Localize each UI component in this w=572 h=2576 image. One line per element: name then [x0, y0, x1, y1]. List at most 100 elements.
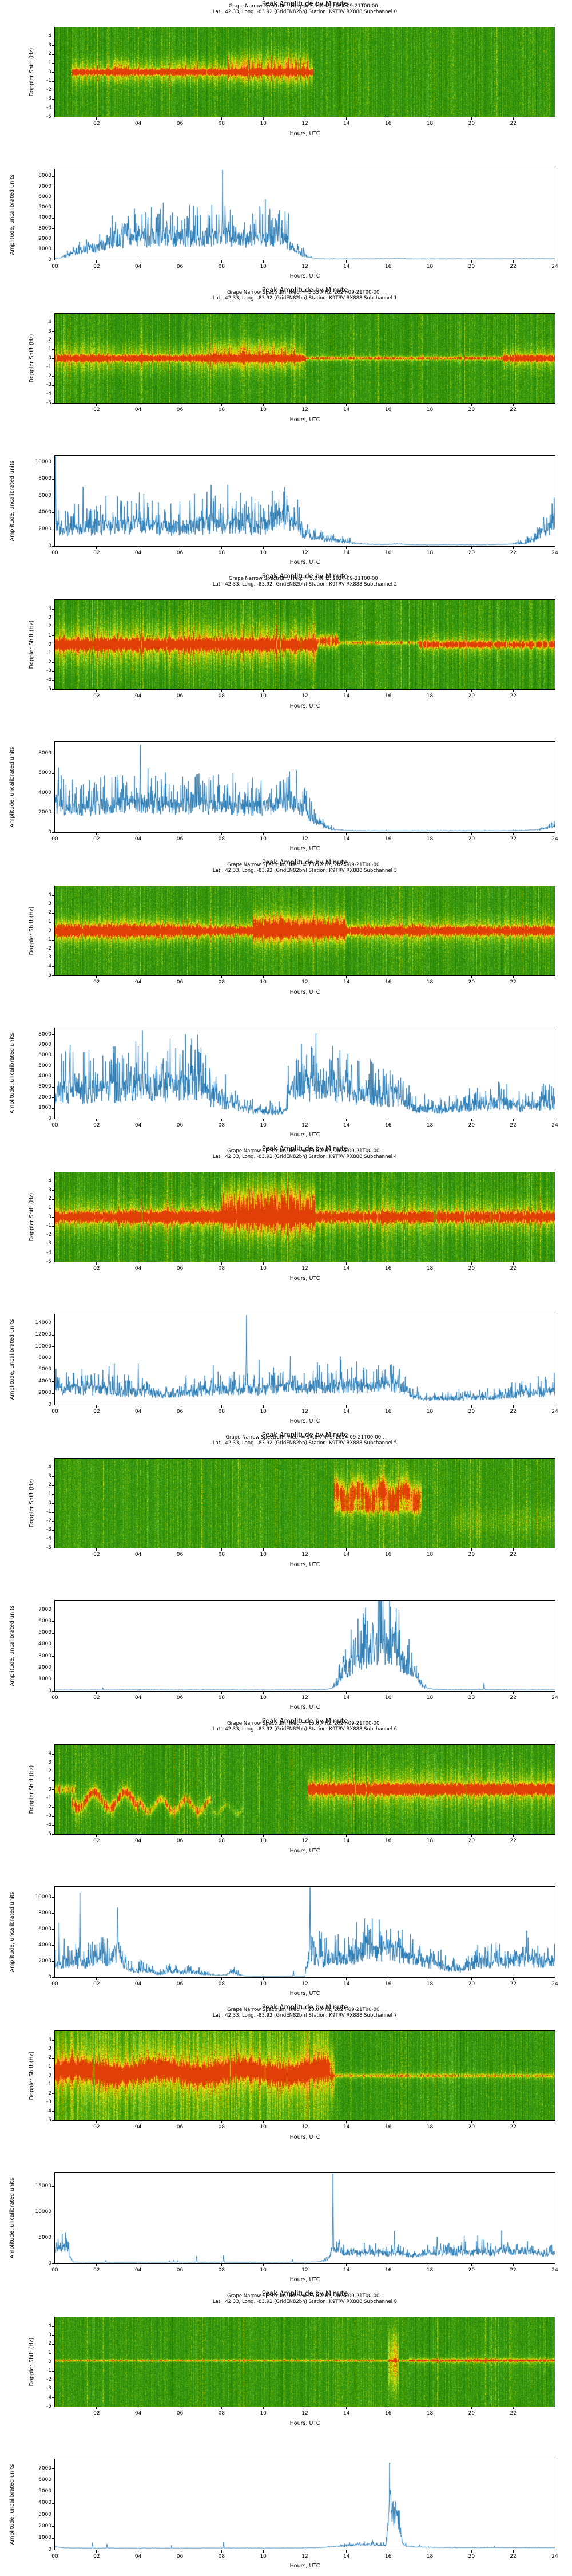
amp-x-tick-label: 08 [218, 1695, 225, 1701]
amp-x-tick-label: 00 [51, 2554, 58, 2559]
amp-x-tick-label: 04 [134, 1695, 142, 1701]
amp-x-tick-label: 20 [468, 550, 475, 556]
amp-x-tick-label: 20 [468, 1123, 475, 1128]
amp-x-tick-label: 22 [510, 550, 517, 556]
amp-y-tick-label: 4000 [38, 1378, 51, 1384]
spec-y-tick-label: -3 [46, 382, 51, 388]
amp-x-tickmark [471, 1978, 472, 1980]
spec-y-tick-label: -5 [46, 400, 51, 406]
amp-y-tick-label: 2000 [38, 526, 51, 532]
spec-x-tickmark [346, 1835, 347, 1837]
amp-y-tick-label: 2000 [38, 1390, 51, 1396]
spec-x-tickmark [263, 2121, 264, 2123]
spec-y-tick-label: -2 [46, 1804, 51, 1810]
amplitude-title: Peak Amplitude by Minute [261, 2003, 348, 2011]
spectrogram-title-line1: Grape Narrow Spectrum, Freq. = 7.85 MHz,… [227, 862, 383, 868]
amplitude-line-chart [55, 1887, 555, 1977]
spec-y-tickmark [52, 662, 54, 663]
spec-y-tick-label: 4 [48, 892, 51, 898]
frequency-panel-5-0-mhz: Grape Narrow Spectrum, Freq. = 5.0 MHz, … [0, 572, 572, 859]
spec-x-tick-label: 18 [426, 979, 434, 985]
amp-y-tick-label: 4000 [38, 2500, 51, 2506]
amp-x-tick-label: 08 [218, 550, 225, 556]
amp-x-tick-label: 10 [260, 836, 267, 842]
amp-x-tick-label: 10 [260, 2554, 267, 2559]
spec-x-tick-label: 22 [510, 407, 517, 413]
amp-x-tick-label: 20 [468, 836, 475, 842]
spectrogram-xlabel: Hours, UTC [289, 1562, 320, 1568]
amp-x-tick-label: 02 [93, 264, 100, 270]
spec-y-tick-label: -1 [46, 364, 51, 370]
spec-x-tick-label: 04 [134, 1552, 142, 1558]
amp-x-tickmark [96, 1119, 97, 1121]
amp-x-tick-label: 12 [301, 1409, 308, 1415]
spec-x-tick-label: 02 [93, 2124, 100, 2130]
amplitude-plot [54, 169, 555, 260]
amp-x-tick-label: 20 [468, 1409, 475, 1415]
amp-x-tickmark [346, 1405, 347, 1408]
amp-x-tick-label: 20 [468, 2554, 475, 2559]
spec-x-tickmark [471, 1548, 472, 1551]
spec-x-tickmark [346, 117, 347, 120]
spec-x-tick-label: 18 [426, 1552, 434, 1558]
spec-x-tick-label: 14 [343, 1838, 350, 1844]
spec-x-tickmark [221, 690, 222, 692]
amp-y-tickmark [52, 1381, 54, 1382]
amp-x-tickmark [513, 833, 514, 835]
amp-x-tick-label: 14 [343, 264, 350, 270]
spec-y-tick-label: -4 [46, 1249, 51, 1255]
spectrogram-heatmap [55, 2031, 555, 2120]
spec-x-tickmark [263, 690, 264, 692]
amp-x-tick-label: 06 [176, 2554, 184, 2559]
amp-x-tick-label: 22 [510, 264, 517, 270]
amp-x-tick-label: 24 [551, 2554, 558, 2559]
amp-y-tick-label: 2000 [38, 809, 51, 816]
amp-x-tick-label: 02 [93, 1695, 100, 1701]
amp-x-tickmark [96, 260, 97, 263]
amp-x-tick-label: 10 [260, 1409, 267, 1415]
spectrogram-plot [54, 313, 555, 404]
amp-x-tick-label: 04 [134, 2554, 142, 2559]
spec-x-tick-label: 14 [343, 407, 350, 413]
spec-x-tickmark [263, 1835, 264, 1837]
amp-x-tick-label: 20 [468, 264, 475, 270]
spec-y-tick-label: 3 [48, 1187, 51, 1193]
spec-y-tick-label: -2 [46, 373, 51, 379]
amplitude-plot [54, 1600, 555, 1692]
spectrogram-plot [54, 2030, 555, 2121]
spec-y-tickmark [52, 680, 54, 681]
spec-y-tickmark [52, 2335, 54, 2336]
amp-y-tick-label: 1000 [38, 1105, 51, 1111]
amp-x-tick-label: 10 [260, 2267, 267, 2273]
spec-x-tickmark [221, 1262, 222, 1265]
amp-x-tick-label: 16 [384, 1981, 392, 1987]
amplitude-title: Peak Amplitude by Minute [261, 2289, 348, 2297]
spec-y-tickmark [52, 1780, 54, 1781]
amp-x-tickmark [263, 1978, 264, 1980]
spectrogram-heatmap [55, 1745, 555, 1834]
spec-y-tickmark [52, 63, 54, 64]
spectrogram-title-line2: Lat. 42.33, Long. -83.92 (GridEN82bh) St… [212, 295, 398, 301]
spec-x-tick-label: 22 [510, 979, 517, 985]
amp-x-tickmark [471, 1405, 472, 1408]
spec-y-tick-label: -3 [46, 2385, 51, 2392]
amp-y-tick-label: 2000 [38, 235, 51, 242]
spec-x-tick-label: 22 [510, 1552, 517, 1558]
amp-y-tick-label: 6000 [38, 2476, 51, 2483]
amp-x-tick-label: 02 [93, 550, 100, 556]
spec-x-tick-label: 02 [93, 2411, 100, 2416]
spec-y-tick-label: 4 [48, 1464, 51, 1471]
amp-x-tickmark [513, 2264, 514, 2266]
spec-y-tick-label: -4 [46, 104, 51, 110]
spec-y-tickmark [52, 2111, 54, 2112]
amp-x-tick-label: 00 [51, 550, 58, 556]
spec-y-tick-label: 1 [48, 1491, 51, 1497]
amp-y-tickmark [52, 2263, 54, 2264]
amp-x-tickmark [346, 2550, 347, 2553]
amp-x-tick-label: 18 [426, 1409, 434, 1415]
amp-x-tick-label: 16 [384, 1695, 392, 1701]
amp-x-tick-label: 14 [343, 2554, 350, 2559]
spectrogram-title-line2: Lat. 42.33, Long. -83.92 (GridEN82bh) St… [212, 2013, 398, 2018]
spec-x-tickmark [96, 690, 97, 692]
amplitude-ylabel: Amplitude, uncalibrated units [9, 174, 15, 255]
